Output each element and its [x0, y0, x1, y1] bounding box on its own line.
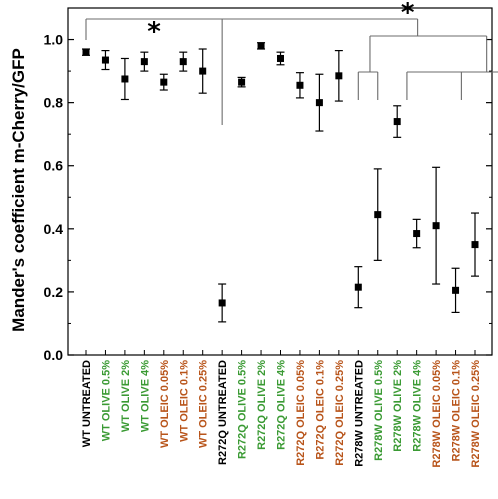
data-point: [140, 58, 148, 66]
y-tick-label: 0.2: [44, 284, 64, 300]
data-point: [315, 99, 323, 107]
x-tick-label: R272Q UNTREATED: [217, 360, 229, 465]
significance-star: *: [147, 17, 161, 47]
data-point: [393, 118, 401, 126]
y-tick-label: 1.0: [44, 32, 64, 48]
significance-brackets: **: [85, 0, 498, 125]
x-tick-label: R272Q OLEIC 0.25%: [334, 360, 346, 466]
y-axis-label: Mander's coefficient m-Cherry/GFP: [9, 48, 28, 332]
data-point: [471, 241, 479, 249]
data-point: [335, 72, 343, 80]
x-tick-label: R278W UNTREATED: [353, 360, 365, 467]
data-point: [354, 283, 362, 291]
data-point: [160, 78, 168, 86]
x-tick-label: R272Q OLEIC 0.05%: [295, 360, 307, 466]
significance-star: *: [401, 0, 415, 28]
x-tick-label: R272Q OLEIC 0.1%: [314, 360, 326, 460]
x-tick-label: R272Q OLIVE 0.5%: [237, 360, 249, 459]
y-tick-label: 0.4: [44, 221, 64, 237]
data-point: [218, 299, 226, 307]
x-tick-label: R278W OLIVE 2%: [392, 360, 404, 452]
x-tick-label: R272Q OLIVE 4%: [276, 360, 288, 450]
data-point: [413, 230, 421, 238]
data-points: [82, 42, 479, 323]
x-tick-label: WT OLIVE 0.5%: [100, 360, 112, 442]
x-tick-label: WT OLEIC 0.25%: [198, 360, 210, 448]
data-point: [452, 286, 460, 294]
x-tick-label: R278W OLIVE 0.5%: [373, 360, 385, 461]
y-tick-label: 0.0: [44, 347, 64, 363]
data-point: [179, 58, 187, 66]
data-point: [238, 78, 246, 86]
y-tick-label: 0.6: [44, 158, 64, 174]
x-tick-label: R278W OLEIC 0.1%: [451, 360, 463, 462]
x-tick-label: WT OLEIC 0.05%: [159, 360, 171, 448]
x-tick-labels: WT UNTREATED WT OLIVE 0.5% WT OLIVE 2% WT O…: [81, 350, 482, 468]
x-tick-label: WT OLIVE 2%: [120, 360, 132, 432]
x-tick-label: WT UNTREATED: [81, 360, 93, 447]
data-point: [296, 81, 304, 89]
data-point: [121, 75, 129, 83]
x-tick-label: WT OLIVE 4%: [139, 360, 151, 432]
x-tick-label: WT OLEIC 0.1%: [178, 360, 190, 442]
y-ticks: 0.0 0.2 0.4 0.6 0.8 1.0: [44, 32, 492, 363]
data-point: [277, 54, 284, 62]
x-tick-label: R278W OLEIC 0.05%: [431, 360, 443, 468]
x-tick-label: R278W OLEIC 0.25%: [470, 360, 482, 468]
data-point: [101, 56, 109, 64]
data-point: [199, 67, 207, 75]
data-point: [257, 42, 265, 50]
data-point: [374, 211, 382, 219]
x-tick-label: R272Q OLIVE 2%: [256, 360, 268, 450]
y-tick-label: 0.8: [44, 95, 64, 111]
data-point: [82, 48, 90, 56]
x-tick-label: R278W OLIVE 4%: [412, 360, 424, 452]
data-point: [432, 222, 440, 230]
